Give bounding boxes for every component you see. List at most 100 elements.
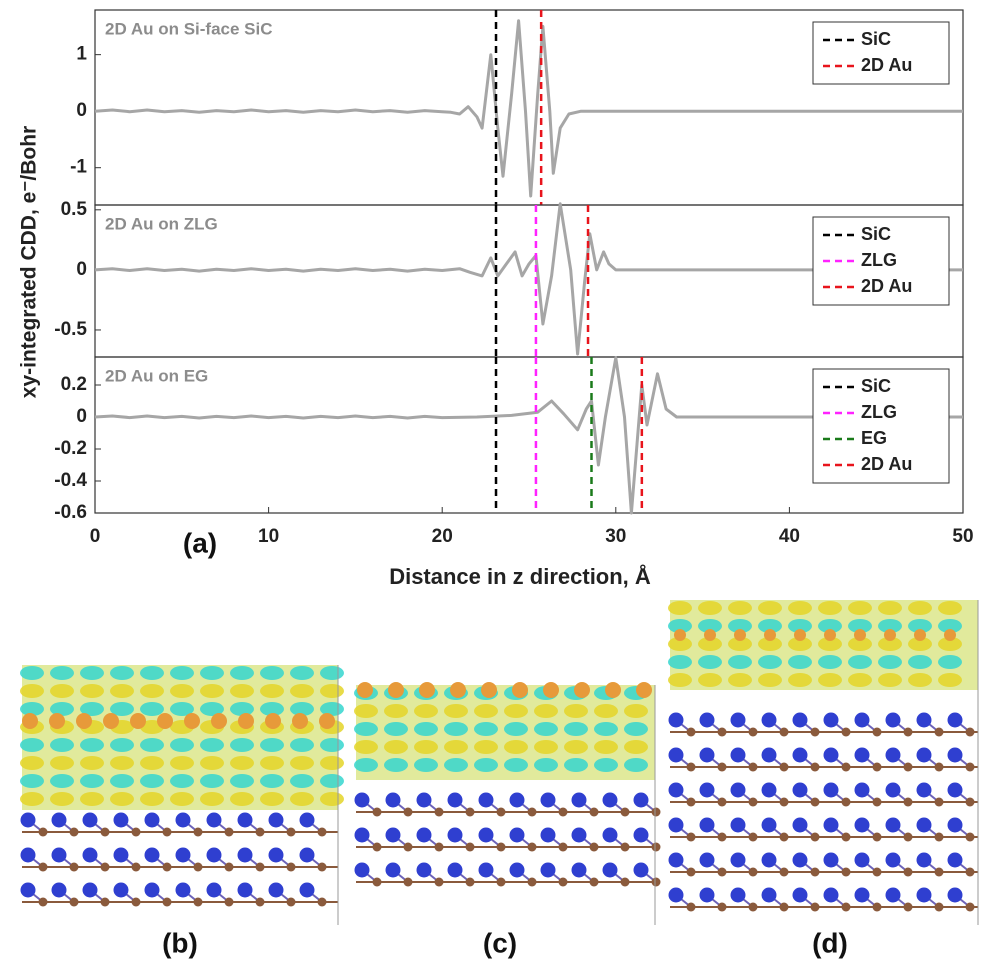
isosurface-blob [758,655,782,669]
isosurface-blob [504,704,528,718]
isosurface-blob [698,655,722,669]
cdd-line [94,356,963,515]
si-atom [602,862,618,878]
si-atom [854,712,870,728]
si-atom [885,817,901,833]
isosurface-blob [200,702,224,716]
si-atom [175,847,191,863]
si-atom [761,852,777,868]
isosurface-blob [20,774,44,788]
c-atom [131,897,141,907]
legend-label: ZLG [861,250,897,270]
x-tick-label: 30 [605,526,626,547]
si-atom [885,887,901,903]
si-atom [699,817,715,833]
c-atom [748,832,758,842]
c-atom [403,877,413,887]
isosurface-blob [260,738,284,752]
c-atom [903,832,913,842]
isosurface-blob [200,738,224,752]
si-atom [416,862,432,878]
si-atom [299,812,315,828]
si-atom [823,817,839,833]
isosurface-blob [938,637,962,651]
si-atom [792,712,808,728]
isosurface-blob [110,792,134,806]
au-atom [130,713,146,729]
isosurface-blob [534,704,558,718]
si-atom [730,817,746,833]
si-atom [113,812,129,828]
isosurface-blob [320,684,344,698]
si-atom [699,852,715,868]
y-tick-label: -0.6 [54,502,87,523]
isosurface-blob [230,792,254,806]
isosurface-blob [444,704,468,718]
c-atom [934,797,944,807]
isosurface-blob [848,619,872,633]
isosurface-blob [384,704,408,718]
x-tick-label: 20 [432,526,453,547]
si-atom [20,812,36,828]
c-atom [527,842,537,852]
c-atom [434,877,444,887]
c-atom [286,862,296,872]
isosurface-blob [230,702,254,716]
y-tick-label: 0.2 [61,374,87,395]
c-atom [434,842,444,852]
isosurface-blob [938,619,962,633]
au-atom [512,682,528,698]
si-atom [354,827,370,843]
structures [20,600,979,925]
si-atom [947,887,963,903]
au-atom [184,713,200,729]
c-atom [872,867,882,877]
isosurface-blob [170,792,194,806]
y-tick-label: 0 [76,259,87,280]
c-atom [779,727,789,737]
c-atom [965,867,975,877]
si-atom [761,712,777,728]
isosurface-blob [290,774,314,788]
isosurface-blob [624,722,648,736]
si-atom [633,827,649,843]
si-atom [854,747,870,763]
y-tick-label: 1 [76,44,87,65]
si-atom [237,847,253,863]
isosurface-blob [728,637,752,651]
si-atom [540,827,556,843]
si-atom [144,882,160,898]
isosurface-blob [110,756,134,770]
si-atom [730,852,746,868]
au-atom [388,682,404,698]
isosurface-blob [474,704,498,718]
c-atom [934,762,944,772]
c-atom [965,902,975,912]
c-atom [686,797,696,807]
c-atom [779,867,789,877]
legend-box [812,21,950,85]
c-atom [162,897,172,907]
si-atom [82,812,98,828]
au-atom [734,629,746,641]
si-atom [354,792,370,808]
isosurface-blob [140,756,164,770]
si-atom [668,747,684,763]
legend-label: EG [861,428,887,448]
panel-annotation: 2D Au on Si-face SiC [105,19,273,38]
isosurface-blob [564,740,588,754]
si-atom [947,747,963,763]
panel-label: (c) [483,927,517,958]
si-atom [237,882,253,898]
c-atom [131,827,141,837]
c-atom [779,797,789,807]
isosurface-blob [504,758,528,772]
legend-label: 2D Au [861,55,912,75]
c-atom [403,807,413,817]
au-atom [357,682,373,698]
si-atom [540,792,556,808]
x-axis-label: Distance in z direction, Å [389,563,651,589]
legend-label: SiC [861,29,891,49]
si-atom [761,782,777,798]
si-atom [947,852,963,868]
